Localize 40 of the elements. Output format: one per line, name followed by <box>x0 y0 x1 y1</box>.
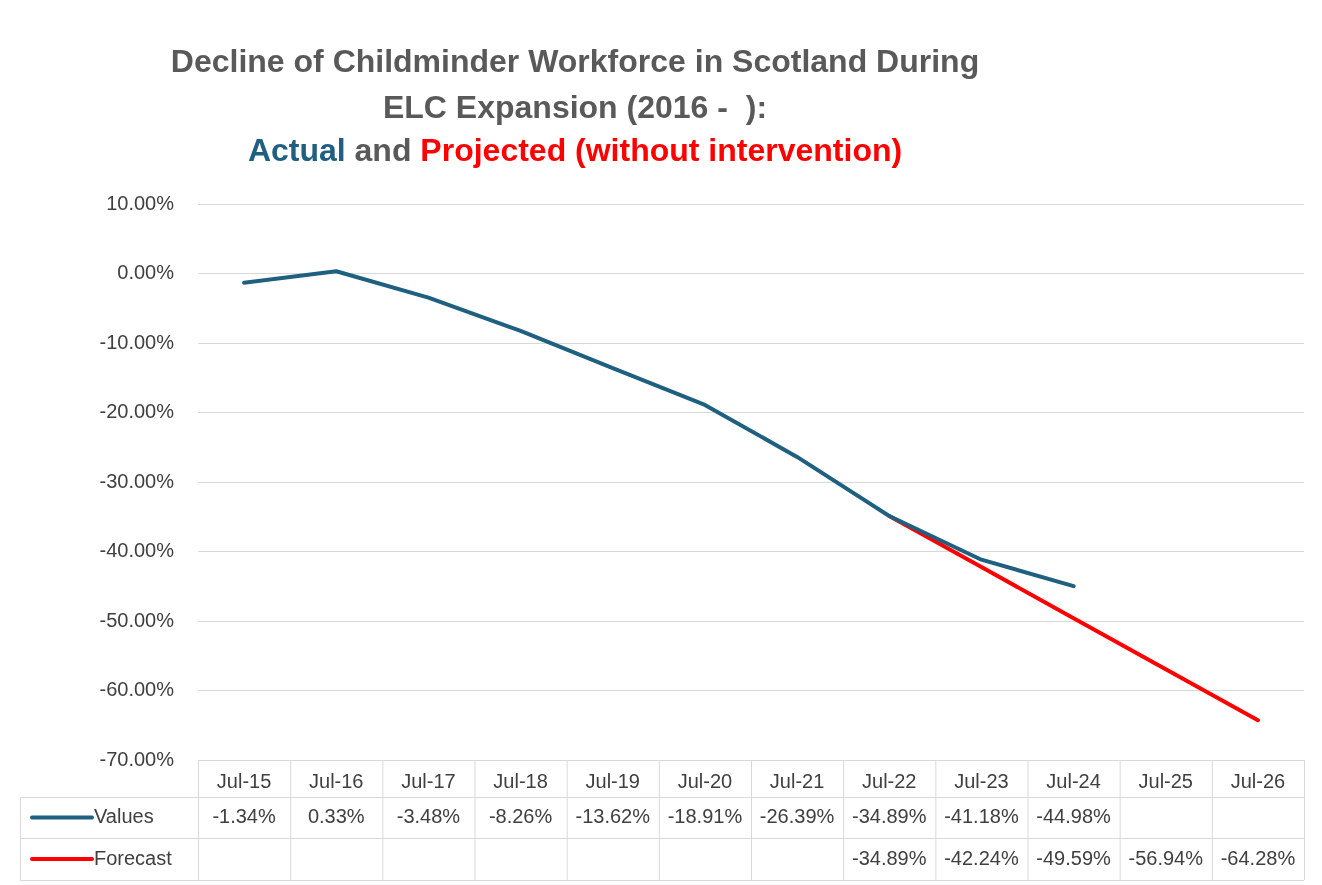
data-label: -56.94% <box>1128 846 1204 869</box>
x-tick-label: Jul-23 <box>954 769 1009 792</box>
y-tick-label: 0.00% <box>117 261 175 284</box>
y-tick-label: -10.00% <box>99 330 175 353</box>
data-label: -34.89% <box>852 846 927 869</box>
x-tick-label: Jul-16 <box>309 769 364 792</box>
data-label: -13.62% <box>575 805 651 828</box>
x-tick-label: Jul-19 <box>585 769 640 792</box>
y-tick-label: -50.00% <box>99 608 175 631</box>
data-label: -64.28% <box>1220 846 1296 869</box>
y-tick-label: -40.00% <box>99 539 175 562</box>
legend-label: Forecast <box>94 846 173 869</box>
data-label: -1.34% <box>212 805 276 828</box>
x-tick-label: Jul-24 <box>1046 769 1101 792</box>
data-label: -49.59% <box>1036 846 1112 869</box>
x-tick-label: Jul-26 <box>1230 769 1286 792</box>
x-tick-label: Jul-22 <box>862 769 917 792</box>
x-tick-label: Jul-25 <box>1138 769 1193 792</box>
x-tick-label: Jul-18 <box>493 769 548 792</box>
y-tick-label: -30.00% <box>99 469 175 492</box>
y-tick-label: -70.00% <box>99 747 175 770</box>
y-tick-label: 10.00% <box>106 191 175 214</box>
data-label: -41.18% <box>944 805 1019 828</box>
data-label: -8.26% <box>488 805 553 828</box>
data-label: 0.33% <box>307 805 365 828</box>
data-label: -26.39% <box>759 805 835 828</box>
y-tick-label: -60.00% <box>99 678 175 701</box>
data-label: -18.91% <box>667 805 743 828</box>
x-tick-label: Jul-17 <box>401 769 456 792</box>
data-label: -44.98% <box>1036 805 1112 828</box>
y-tick-label: -20.00% <box>99 400 175 423</box>
x-tick-label: Jul-21 <box>769 769 825 792</box>
chart-subtitle: Actual and Projected (without intervention) <box>247 132 903 168</box>
data-label: -34.89% <box>852 805 927 828</box>
chart-title: Decline of Childminder Workforce in Scotland During ELC Expansion (2016 - ): <box>169 42 981 127</box>
data-label: -42.24% <box>944 846 1019 869</box>
legend-label: Values <box>94 805 154 828</box>
x-tick-label: Jul-20 <box>677 769 733 792</box>
x-tick-label: Jul-15 <box>216 769 272 792</box>
data-label: -3.48% <box>396 805 461 828</box>
